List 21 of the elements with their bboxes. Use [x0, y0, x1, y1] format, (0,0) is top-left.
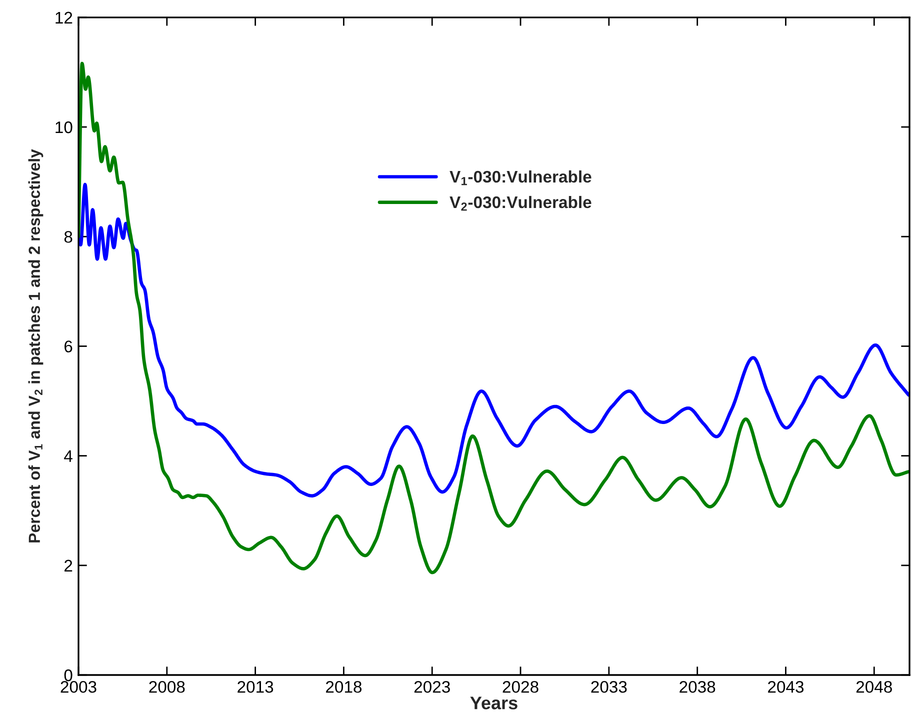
x-tick-label: 2023	[414, 680, 450, 693]
x-tick-label: 2048	[856, 680, 892, 693]
y-axis-title: Percent of V$_{1}$ and V$_{2}$ in patches 1 and 2 respectively	[28, 149, 44, 542]
legend-label: V$_{1}$-030:Vulnerable	[450, 170, 592, 186]
y-tick-label: 0	[64, 669, 72, 682]
y-tick-label: 2	[64, 560, 72, 572]
x-tick-label: 2018	[326, 680, 362, 693]
x-tick-label: 2043	[768, 680, 804, 693]
y-tick-label: 4	[64, 450, 72, 462]
x-axis-title: Years	[470, 696, 518, 710]
y-tick-label: 12	[56, 12, 72, 24]
x-tick-label: 2038	[680, 680, 716, 693]
legend-label: V$_{2}$-030:Vulnerable	[450, 196, 592, 211]
y-tick-label: 10	[56, 121, 72, 134]
x-tick-label: 2013	[238, 680, 274, 693]
x-tick-label: 2033	[591, 680, 627, 693]
x-tick-label: 2003	[60, 680, 96, 693]
y-tick-label: 6	[64, 340, 72, 352]
y-tick-label: 8	[64, 231, 72, 243]
x-tick-label: 2028	[502, 680, 538, 693]
x-tick-label: 2008	[149, 680, 185, 693]
